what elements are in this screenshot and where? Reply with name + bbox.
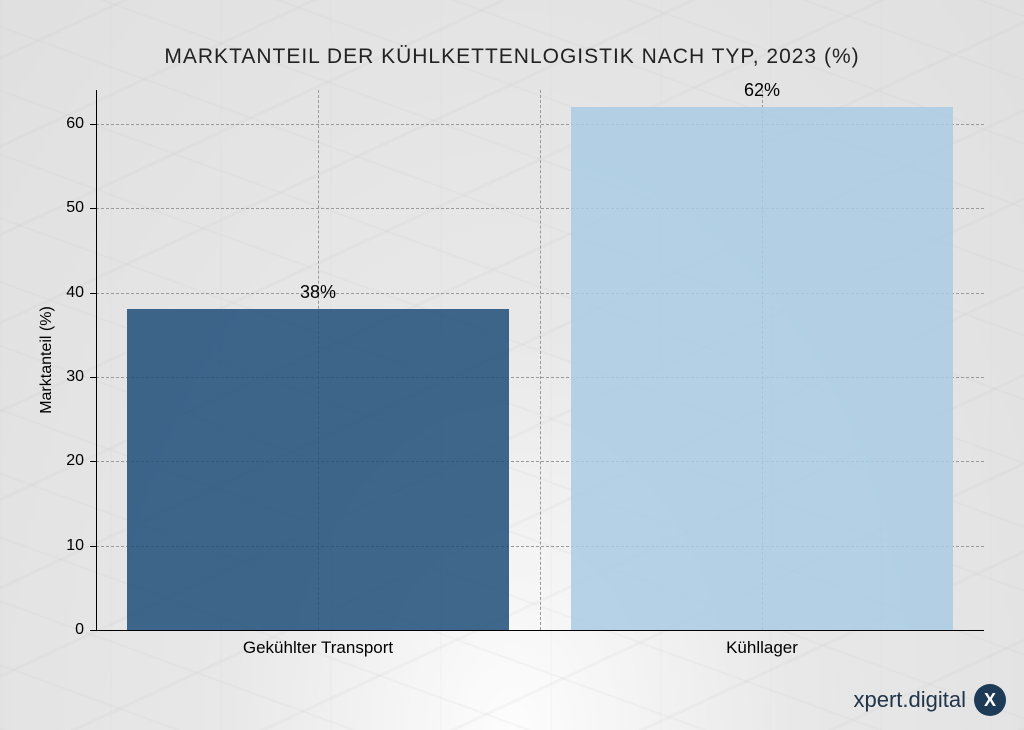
y-tick-label: 10	[44, 537, 84, 555]
brand-mark-icon: X	[974, 684, 1006, 716]
y-tick-label: 0	[44, 621, 84, 639]
y-tick-label: 50	[44, 199, 84, 217]
x-axis-line	[96, 630, 984, 631]
x-tick-label: Kühllager	[726, 638, 798, 658]
brand-text: xpert.digital	[853, 687, 966, 713]
chart-title: MARKTANTEIL DER KÜHLKETTENLOGISTIK NACH …	[0, 45, 1024, 69]
y-tick-label: 60	[44, 115, 84, 133]
brand-logo: xpert.digital X	[853, 684, 1006, 716]
bar-value-label: 62%	[744, 80, 780, 101]
y-tick-label: 20	[44, 452, 84, 470]
y-axis-label: Marktanteil (%)	[38, 306, 56, 414]
chart-canvas: MARKTANTEIL DER KÜHLKETTENLOGISTIK NACH …	[0, 0, 1024, 730]
grid-line-v	[540, 90, 541, 630]
bar-value-label: 38%	[300, 282, 336, 303]
bar	[571, 107, 953, 630]
y-tick-label: 40	[44, 284, 84, 302]
y-axis-line	[96, 90, 97, 630]
x-tick-label: Gekühlter Transport	[243, 638, 393, 658]
bar	[127, 309, 509, 630]
plot-area: 010203040506038%Gekühlter Transport62%Kü…	[96, 90, 984, 630]
